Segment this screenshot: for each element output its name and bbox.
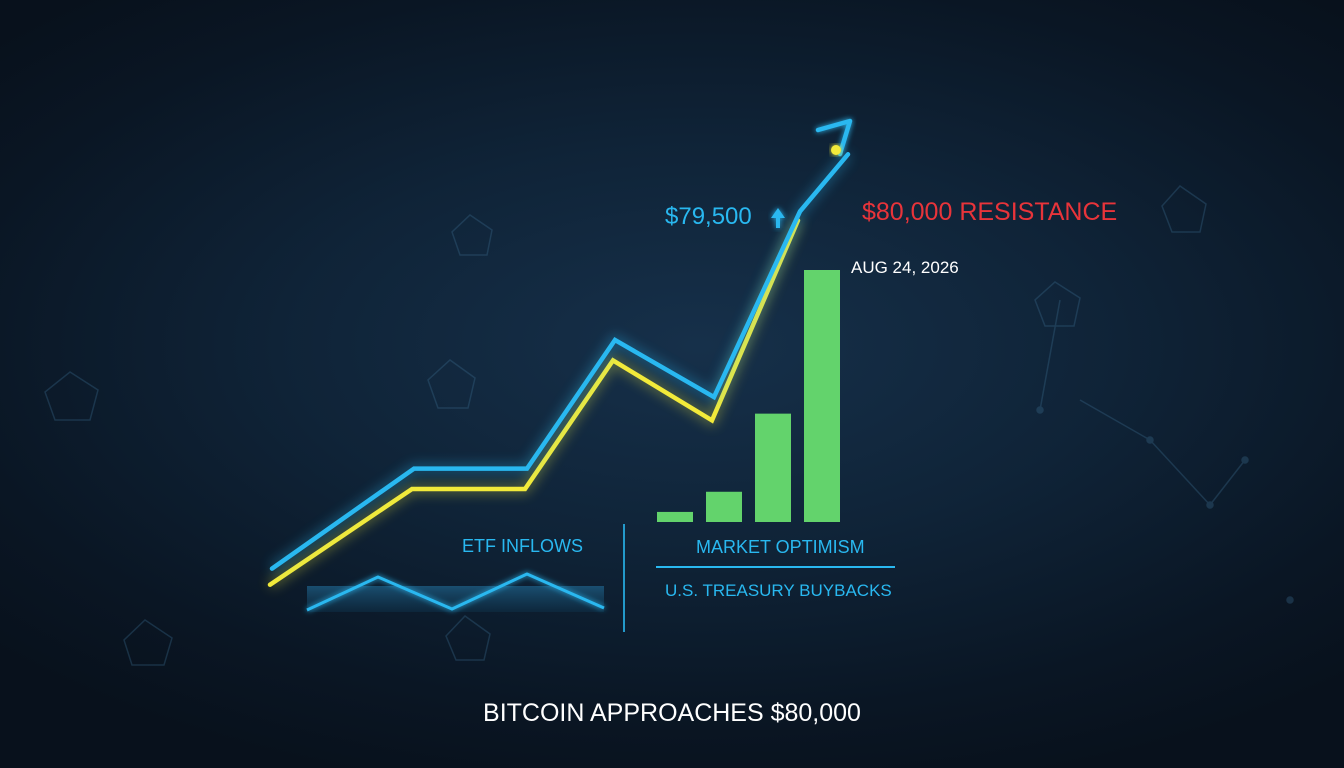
bar-1 xyxy=(706,491,742,522)
up-arrow-icon xyxy=(771,208,785,228)
series-line-0 xyxy=(269,152,851,571)
treasury-buybacks-label: U.S. TREASURY BUYBACKS xyxy=(665,581,892,600)
market-optimism-label: MARKET OPTIMISM xyxy=(696,537,865,557)
current-price-dot xyxy=(831,145,841,155)
date-label: AUG 24, 2026 xyxy=(851,258,959,277)
pentagon-decor-icon xyxy=(44,371,99,421)
series-line-1 xyxy=(267,218,801,587)
line-series-group xyxy=(267,151,852,589)
etf-inflows-label: ETF INFLOWS xyxy=(462,536,583,556)
pentagon-decor-icon xyxy=(427,359,476,409)
bar-0 xyxy=(657,511,693,522)
pentagon-decor-icon xyxy=(123,619,173,666)
pentagon-decor-icon xyxy=(445,615,491,661)
price-label: $79,500 xyxy=(665,203,752,230)
pentagon-decor-icon xyxy=(451,214,493,256)
background-decor xyxy=(44,185,1294,666)
arrow-head-icon xyxy=(815,118,853,157)
resistance-label: $80,000 RESISTANCE xyxy=(862,198,1117,226)
bar-3 xyxy=(804,270,840,522)
chart-title: BITCOIN APPROACHES $80,000 xyxy=(483,699,861,727)
bar-series-group xyxy=(657,270,840,522)
pentagon-decor-icon xyxy=(1034,281,1081,327)
bar-2 xyxy=(755,413,791,522)
etf-inflows-sparkline xyxy=(306,572,605,612)
pentagon-decor-icon xyxy=(1161,185,1207,233)
